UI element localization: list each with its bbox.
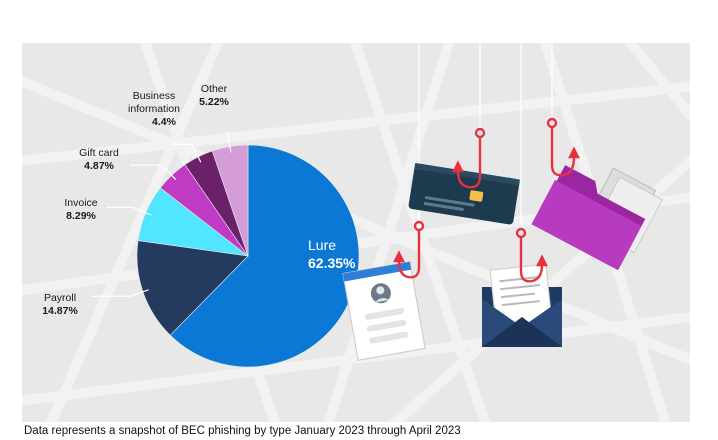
slice-label-lure: Lure	[308, 237, 336, 253]
leader-line-payroll	[92, 289, 149, 297]
credit-card-icon	[408, 162, 520, 225]
pie-chart	[136, 144, 360, 368]
slice-label-payroll: Payroll	[44, 292, 76, 304]
slice-value-business-information: 4.4%	[152, 116, 177, 128]
slice-label-other: Other	[201, 83, 228, 95]
street	[323, 43, 455, 422]
label-leader-lines	[92, 132, 232, 297]
street	[22, 81, 690, 166]
fishing-hook-icon	[546, 117, 580, 177]
street	[22, 75, 690, 366]
profile-document-icon	[342, 261, 426, 361]
slice-value-other: 5.22%	[199, 96, 229, 108]
folder-icon	[531, 165, 663, 271]
slice-label-business-information: information	[128, 103, 180, 115]
slice-label-invoice: Invoice	[64, 197, 97, 209]
slice-value-gift-card: 4.87%	[84, 160, 114, 172]
slice-value-invoice: 8.29%	[66, 210, 96, 222]
street	[623, 43, 690, 123]
street	[350, 43, 491, 422]
fishing-hook-icon	[515, 227, 548, 283]
slice-label-business-information: Business	[133, 90, 176, 102]
street	[45, 43, 224, 422]
leader-line-invoice	[106, 206, 152, 216]
leader-line-gift-card	[130, 164, 177, 181]
envelope-icon	[482, 263, 562, 347]
fishing-hook-icon	[393, 220, 425, 279]
fishing-hook-icon	[452, 127, 486, 189]
slice-value-payroll: 14.87%	[42, 305, 78, 317]
leader-line-other	[226, 132, 232, 153]
slice-value-lure: 62.35%	[308, 255, 356, 271]
slice-label-gift-card: Gift card	[79, 147, 119, 159]
phishing-illustration	[342, 43, 663, 361]
leader-line-business-information	[172, 143, 202, 163]
chart-caption: Data represents a snapshot of BEC phishi…	[24, 425, 461, 437]
